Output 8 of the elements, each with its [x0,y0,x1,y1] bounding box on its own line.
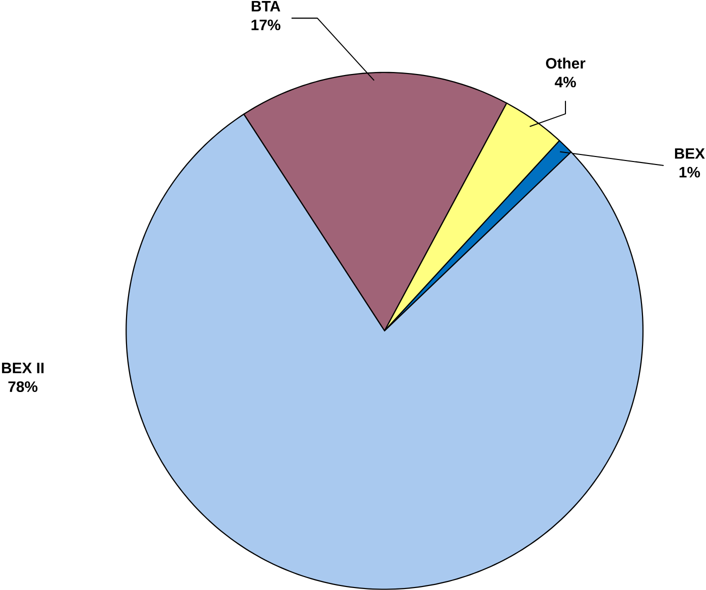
slice-label: Other [546,58,586,69]
slice-label: BEX [675,148,705,159]
data-label: 4% [554,76,576,88]
slice-label: BTA [252,1,280,12]
data-label: 78% [8,381,38,392]
slice-label: BEX II [2,362,44,374]
data-label: 1% [680,166,700,178]
data-label: 17% [252,20,280,30]
